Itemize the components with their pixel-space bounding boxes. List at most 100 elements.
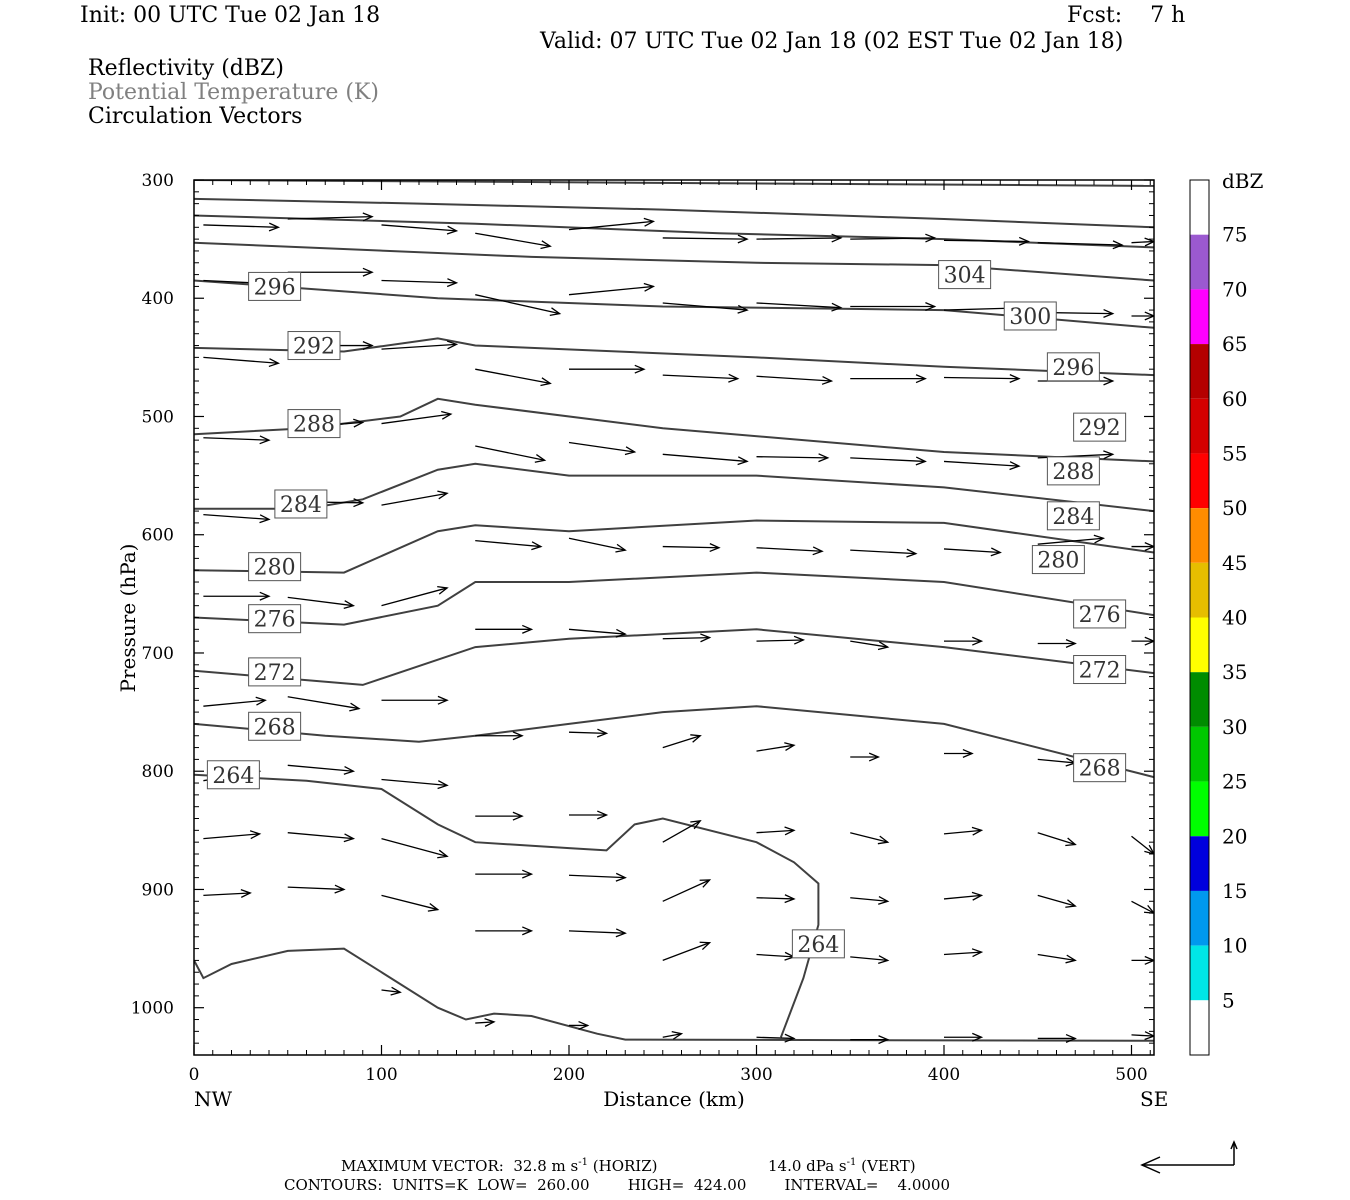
circulation-vector <box>568 872 627 882</box>
vert-label: (VERT) <box>861 1157 916 1175</box>
circulation-vector <box>203 696 267 707</box>
circulation-vector <box>850 1035 890 1045</box>
colorbar-swatch <box>1190 562 1209 618</box>
circulation-vector <box>943 826 984 836</box>
circulation-vector <box>850 456 927 466</box>
circulation-vector <box>475 869 534 879</box>
contour-label: 264 <box>206 760 260 790</box>
circulation-vector <box>475 1017 496 1027</box>
contour-label: 272 <box>1073 655 1127 685</box>
y-axis-title: Pressure (hPa) <box>116 544 140 693</box>
circulation-vector <box>943 547 1002 557</box>
circulation-vector <box>203 513 271 524</box>
contour-label: 296 <box>1046 352 1100 382</box>
circulation-vector <box>662 543 721 553</box>
circulation-vector <box>203 888 252 898</box>
svg-text:284: 284 <box>280 493 322 518</box>
y-tick-label: 600 <box>142 526 174 546</box>
contour-label: 280 <box>1031 545 1085 575</box>
colorbar-label: 10 <box>1222 934 1247 958</box>
circulation-vector <box>756 826 796 836</box>
contour-label: 272 <box>248 657 302 687</box>
circulation-vector <box>850 640 890 651</box>
circulation-vector <box>568 217 656 231</box>
circulation-vector <box>203 356 281 368</box>
svg-text:300: 300 <box>1009 305 1051 330</box>
circulation-vector <box>662 1030 684 1040</box>
y-tick-label: 1000 <box>131 999 174 1019</box>
x-tick-label: 500 <box>1115 1065 1147 1085</box>
y-tick-label: 700 <box>142 644 174 664</box>
y-tick-label: 800 <box>142 762 174 782</box>
x-end-label-nw: NW <box>194 1087 233 1111</box>
circulation-vector <box>475 232 552 250</box>
circulation-vector <box>569 364 646 374</box>
colorbar-swatch <box>1190 234 1209 290</box>
colorbar-swatch <box>1190 398 1209 454</box>
field-potential-temperature: Potential Temperature (K) <box>88 80 379 105</box>
circulation-vector <box>944 748 974 758</box>
x-tick-label: 100 <box>365 1065 397 1085</box>
circulation-vector <box>756 453 830 463</box>
x-tick-label: 0 <box>189 1065 200 1085</box>
circulation-vector <box>569 810 609 820</box>
circulation-vector <box>1037 757 1077 767</box>
circulation-vector <box>568 628 627 638</box>
circulation-vector <box>203 591 271 601</box>
colorbar-label: 75 <box>1222 223 1247 247</box>
circulation-vector <box>203 830 262 840</box>
circulation-vector <box>943 460 1021 471</box>
contour-label: 292 <box>287 331 341 361</box>
circulation-vector <box>475 368 552 387</box>
circulation-vector <box>943 948 984 958</box>
contour-label: 284 <box>1046 501 1100 531</box>
theta-contour-line <box>194 462 1154 513</box>
init-time: Init: 00 UTC Tue 02 Jan 18 <box>80 3 381 28</box>
x-tick-label: 400 <box>928 1065 960 1085</box>
circulation-vector <box>287 696 361 712</box>
circulation-vector <box>943 374 1021 383</box>
colorbar-label: 30 <box>1222 715 1247 739</box>
contour-label: 288 <box>1046 456 1100 486</box>
colorbar-swatch <box>1190 890 1209 946</box>
circulation-vector <box>662 302 749 314</box>
circulation-vector <box>287 267 374 277</box>
svg-text:292: 292 <box>1079 416 1121 441</box>
colorbar-swatch <box>1190 726 1209 782</box>
circulation-vector <box>662 234 749 244</box>
circulation-vector <box>475 811 524 821</box>
circulation-vector <box>203 435 271 445</box>
theta-contour-line <box>194 241 1154 282</box>
contour-label: 268 <box>248 711 302 741</box>
circulation-vector <box>568 728 609 738</box>
circulation-vector <box>287 764 356 775</box>
colorbar-label: 15 <box>1222 879 1247 903</box>
colorbar-label: 20 <box>1222 824 1247 848</box>
colorbar-swatch <box>1190 289 1209 345</box>
colorbar-label: 45 <box>1222 551 1247 575</box>
circulation-vector <box>381 778 449 790</box>
circulation-vector <box>568 928 627 938</box>
contour-label: 268 <box>1073 753 1127 783</box>
circulation-vector <box>662 820 702 843</box>
circulation-vector <box>944 1032 984 1042</box>
circulation-vector <box>381 278 459 288</box>
svg-text:272: 272 <box>1079 659 1121 684</box>
circulation-vector <box>662 734 702 749</box>
circulation-vector <box>850 832 890 845</box>
circulation-vector <box>756 233 843 243</box>
circulation-vector <box>1037 534 1106 545</box>
circulation-vector <box>475 926 534 936</box>
svg-text:288: 288 <box>1052 460 1094 485</box>
circulation-vector <box>381 224 459 235</box>
theta-contour-line <box>194 947 1154 1042</box>
circulation-vector <box>475 624 534 634</box>
circulation-vector <box>287 596 356 610</box>
theta-contour-line <box>194 180 1154 187</box>
contour-label: 280 <box>248 552 302 582</box>
theta-contour-line <box>194 773 820 1038</box>
circulation-vector <box>475 731 524 741</box>
forecast-hour: Fcst: 7 h <box>1067 3 1186 28</box>
colorbar-swatch <box>1190 1000 1209 1055</box>
